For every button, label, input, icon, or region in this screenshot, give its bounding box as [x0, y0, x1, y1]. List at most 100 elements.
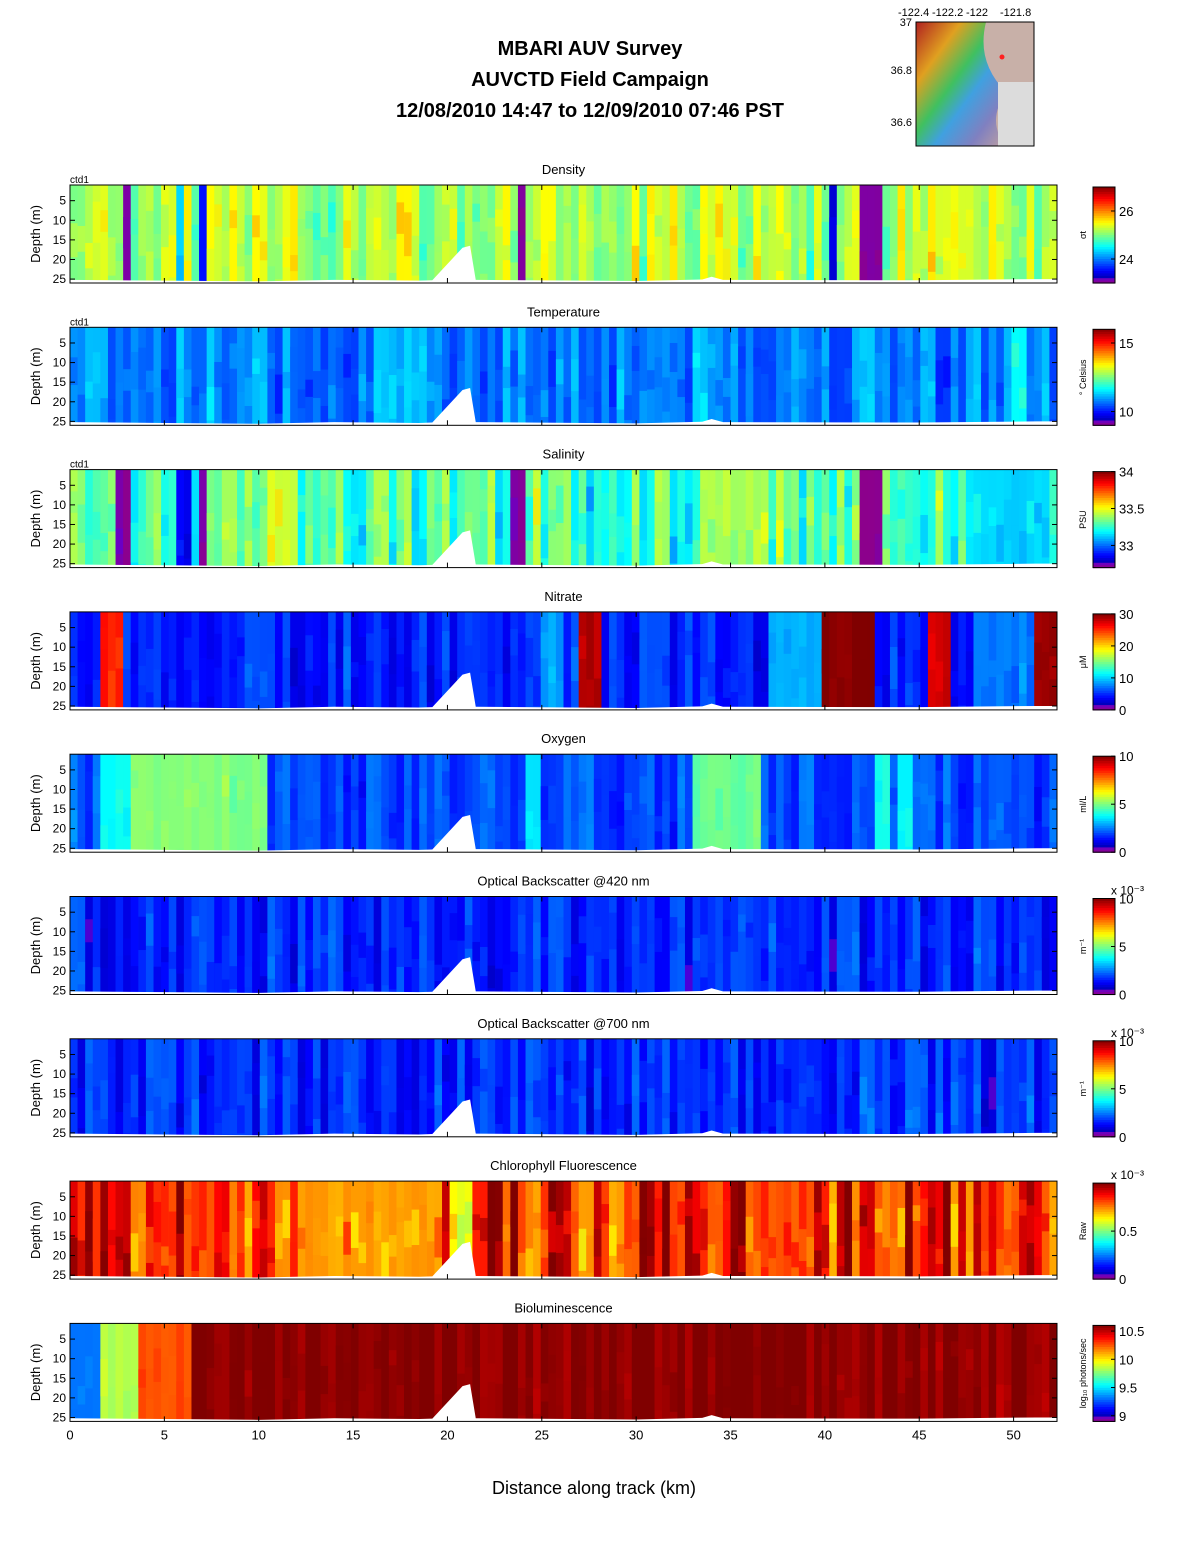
section-cell — [366, 509, 375, 532]
section-cell — [92, 511, 101, 540]
section-cell — [973, 611, 982, 710]
section-cell — [730, 343, 739, 366]
colorbar-swatch — [1093, 1052, 1115, 1056]
section-cell — [874, 1377, 883, 1395]
section-cell — [161, 1078, 170, 1110]
x-tick-label: 45 — [912, 1427, 926, 1442]
colorbar-swatch — [1093, 637, 1115, 641]
section-cell — [199, 327, 208, 426]
section-cell — [821, 1100, 830, 1126]
section-cell — [206, 386, 215, 421]
section-cell — [791, 530, 800, 568]
section-cell — [388, 812, 398, 839]
colorbar-swatch — [1093, 922, 1115, 926]
section-cell — [935, 360, 944, 405]
section-cell — [844, 368, 853, 404]
section-cell — [760, 1038, 770, 1137]
section-cell — [973, 493, 982, 533]
section-cell — [92, 1353, 101, 1389]
section-cell — [191, 386, 200, 406]
section-cell — [1011, 666, 1020, 703]
section-cell — [882, 675, 891, 710]
section-cell — [669, 1372, 678, 1412]
section-cell — [958, 344, 967, 376]
section-cell — [479, 231, 489, 274]
section-cell — [77, 809, 86, 838]
section-cell — [753, 809, 762, 838]
section-cell — [350, 1038, 360, 1137]
colorbar-swatch — [1093, 350, 1115, 354]
colorbar-swatch — [1093, 403, 1115, 407]
section-cell — [631, 525, 641, 566]
section-cell — [259, 786, 268, 828]
section-cell — [760, 1238, 770, 1268]
section-cell — [624, 792, 633, 811]
section-cell — [563, 1038, 572, 1137]
colorbar-swatch — [1093, 379, 1115, 383]
panel-title: Salinity — [543, 447, 585, 462]
section-cell — [495, 512, 504, 539]
colorbar-swatch — [1093, 514, 1115, 518]
section-cell — [889, 521, 899, 543]
section-cell — [358, 1078, 367, 1123]
section-cell — [404, 1220, 413, 1248]
section-cell — [798, 754, 808, 853]
section-cell — [776, 942, 785, 968]
section-cell — [77, 754, 86, 853]
section-cell — [343, 1362, 352, 1401]
section-cell — [889, 1181, 899, 1280]
section-cell — [381, 1038, 390, 1137]
section-cell — [1026, 1205, 1035, 1243]
colorbar-swatch — [1093, 1211, 1115, 1215]
section-cell — [935, 185, 944, 283]
colorbar-swatch — [1093, 256, 1115, 260]
section-cell — [221, 1110, 231, 1137]
section-cell — [867, 668, 876, 700]
section-cell — [130, 352, 139, 390]
section-cell — [479, 469, 489, 568]
colorbar-swatch — [1093, 1238, 1115, 1242]
colorbar-swatch — [1093, 1335, 1115, 1338]
section-cell — [814, 611, 823, 710]
section-cell — [624, 1038, 633, 1137]
section-cell — [206, 1227, 215, 1265]
section-cell — [601, 185, 610, 283]
section-cell — [145, 469, 155, 568]
colorbar-swatch — [1093, 1062, 1115, 1066]
section-cell — [555, 1323, 565, 1422]
section-cell — [350, 1323, 360, 1422]
section-cell — [366, 754, 375, 853]
section-cell — [1026, 754, 1035, 853]
y-axis-label: Depth (m) — [28, 1201, 43, 1259]
section-cell — [715, 659, 724, 693]
section-cell — [943, 965, 952, 993]
section-cell — [176, 681, 185, 700]
section-cell — [130, 896, 139, 995]
colorbar-swatch — [1093, 519, 1115, 523]
colorbar-swatch — [1093, 630, 1115, 634]
section-cell — [191, 1038, 200, 1137]
section-cell — [517, 207, 527, 236]
section-cell — [1041, 247, 1051, 283]
section-cell — [624, 252, 633, 283]
section-cell — [912, 649, 921, 682]
section-cell — [161, 514, 170, 536]
section-cell — [806, 327, 815, 426]
section-cell — [889, 787, 899, 805]
section-cell — [715, 963, 724, 995]
section-cell — [297, 611, 306, 710]
section-cell — [107, 611, 117, 710]
minimap-y-tick: 36.8 — [891, 65, 912, 77]
minimap-x-tick: -122 — [966, 7, 988, 19]
section-cell — [730, 217, 739, 246]
section-cell — [859, 251, 868, 283]
section-cell — [130, 219, 139, 235]
section-cell — [662, 655, 671, 686]
section-cell — [1049, 960, 1057, 987]
section-cell — [859, 360, 868, 387]
colorbar-swatch — [1093, 196, 1115, 200]
section-cell — [161, 754, 170, 853]
section-cell — [161, 204, 170, 248]
section-cell — [85, 771, 94, 811]
colorbar-swatch — [1093, 825, 1115, 829]
